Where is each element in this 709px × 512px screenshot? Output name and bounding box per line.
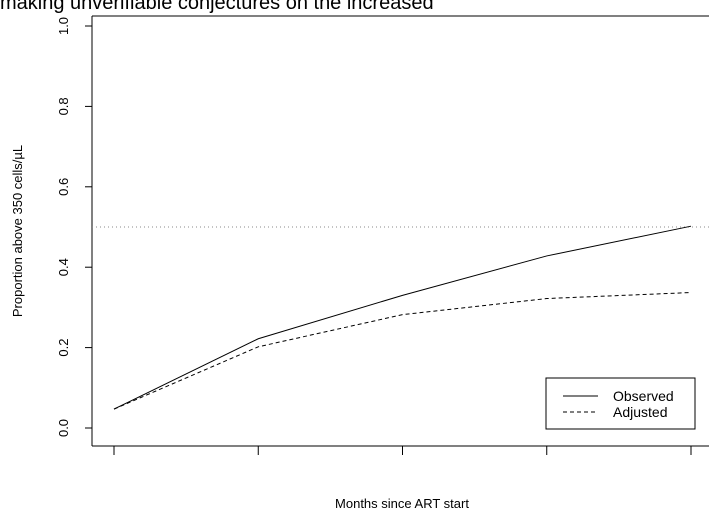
y-axis-title: Proportion above 350 cells/µL <box>10 145 25 317</box>
legend-label-observed: Observed <box>613 388 674 404</box>
y-tick-label-4: 0.8 <box>56 97 71 115</box>
legend-box <box>545 377 696 430</box>
series-line-observed <box>113 225 692 410</box>
y-tick-label-3: 0.6 <box>56 178 71 196</box>
x-axis <box>113 446 692 455</box>
y-tick-label-1: 0.2 <box>56 339 71 357</box>
header-text: making unverifiable conjectures on the i… <box>0 0 434 14</box>
legend: Observed Adjusted <box>545 377 696 430</box>
y-tick-label-5: 1.0 <box>56 17 71 35</box>
series-line-adjusted <box>113 292 692 410</box>
y-tick-label-2: 0.4 <box>56 258 71 276</box>
series-group <box>113 225 692 410</box>
y-tick-label-0: 0.0 <box>56 419 71 437</box>
x-axis-title: Months since ART start <box>335 496 469 511</box>
y-axis: 0.0 0.2 0.4 0.6 0.8 1.0 <box>56 17 92 437</box>
legend-label-adjusted: Adjusted <box>613 404 667 420</box>
plot-frame <box>91 15 709 447</box>
